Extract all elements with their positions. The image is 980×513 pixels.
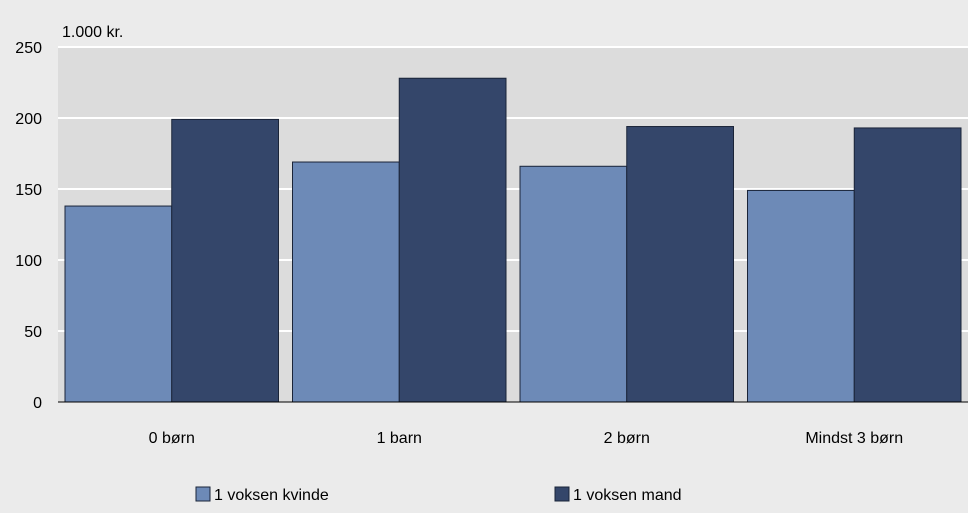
x-category-label: 0 børn (149, 430, 195, 447)
y-tick-label: 0 (33, 395, 42, 412)
x-category-label: 1 barn (377, 430, 422, 447)
y-tick-label: 200 (15, 111, 42, 128)
unit-label: 1.000 kr. (62, 24, 123, 41)
bars (64, 77, 962, 403)
legend-swatch-1 (554, 486, 570, 502)
bar-kvinde-1 (292, 161, 400, 403)
bar-mand-2 (626, 126, 734, 403)
legend-label-0: 1 voksen kvinde (214, 487, 329, 504)
y-tick-label: 50 (24, 324, 42, 341)
y-axis-ticks: 0 50 100 150 200 250 (15, 40, 42, 412)
legend-label-1: 1 voksen mand (573, 487, 682, 504)
bar-mand-3 (853, 127, 962, 403)
bar-mand-0 (171, 118, 279, 403)
x-category-label: Mindst 3 børn (805, 430, 903, 447)
legend: 1 voksen kvinde 1 voksen mand (195, 486, 682, 504)
bar-kvinde-2 (519, 165, 628, 403)
x-axis-categories: 0 børn 1 barn 2 børn Mindst 3 børn (149, 430, 904, 447)
bar-mand-1 (398, 77, 507, 403)
y-tick-label: 250 (15, 40, 42, 57)
bar-kvinde-0 (64, 205, 173, 403)
y-tick-label: 150 (15, 182, 42, 199)
x-category-label: 2 børn (604, 430, 650, 447)
y-tick-label: 100 (15, 253, 42, 270)
bar-kvinde-3 (747, 189, 855, 403)
legend-swatch-0 (195, 486, 211, 502)
